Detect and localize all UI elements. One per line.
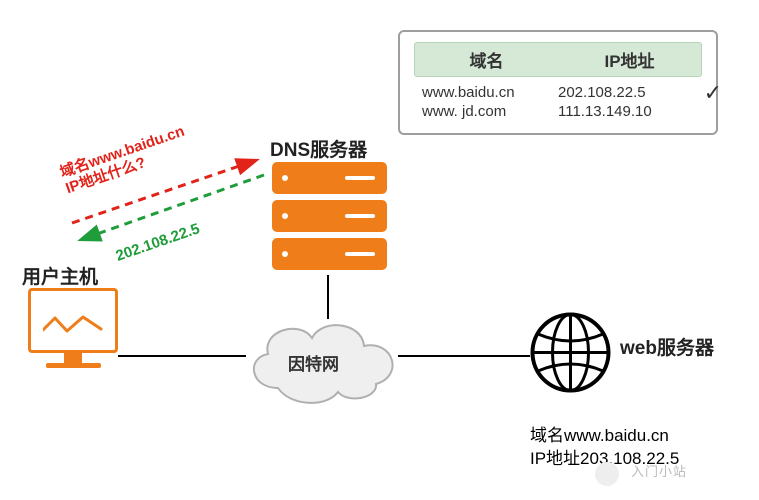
web-domain-text: 域名www.baidu.cn	[530, 425, 679, 448]
dns-lookup-table: 域名 IP地址 www.baidu.cn 202.108.22.5 www. j…	[398, 30, 718, 135]
checkmark-icon: ✓	[704, 80, 722, 106]
dns-table-header: 域名 IP地址	[414, 42, 702, 77]
dns-table-row: www. jd.com 111.13.149.10	[414, 102, 702, 121]
dns-table-row: www.baidu.cn 202.108.22.5	[414, 83, 702, 102]
dns-query-arrows: 域名www.baidu.cn IP地址什么? 202.108.22.5	[52, 125, 282, 270]
dns-server-icon	[272, 162, 387, 276]
watermark-icon	[595, 462, 619, 486]
connector-line	[327, 275, 329, 319]
col-domain-header: 域名	[415, 47, 558, 72]
col-ip-header: IP地址	[558, 47, 701, 72]
web-server-label: web服务器	[620, 333, 714, 360]
server-unit-icon	[272, 238, 387, 270]
watermark-text: 入门小站	[631, 461, 687, 480]
connector-line	[118, 355, 246, 357]
cell-ip: 202.108.22.5	[558, 84, 694, 101]
globe-icon	[528, 310, 613, 395]
cell-ip: 111.13.149.10	[558, 103, 694, 120]
cell-domain: www. jd.com	[422, 103, 558, 120]
dns-server-label: DNS服务器	[270, 135, 367, 162]
monitor-icon	[28, 288, 118, 368]
connector-line	[398, 355, 530, 357]
waveform-icon	[43, 315, 103, 335]
cell-domain: www.baidu.cn	[422, 84, 558, 101]
server-unit-icon	[272, 200, 387, 232]
server-unit-icon	[272, 162, 387, 194]
internet-label: 因特网	[288, 350, 339, 375]
